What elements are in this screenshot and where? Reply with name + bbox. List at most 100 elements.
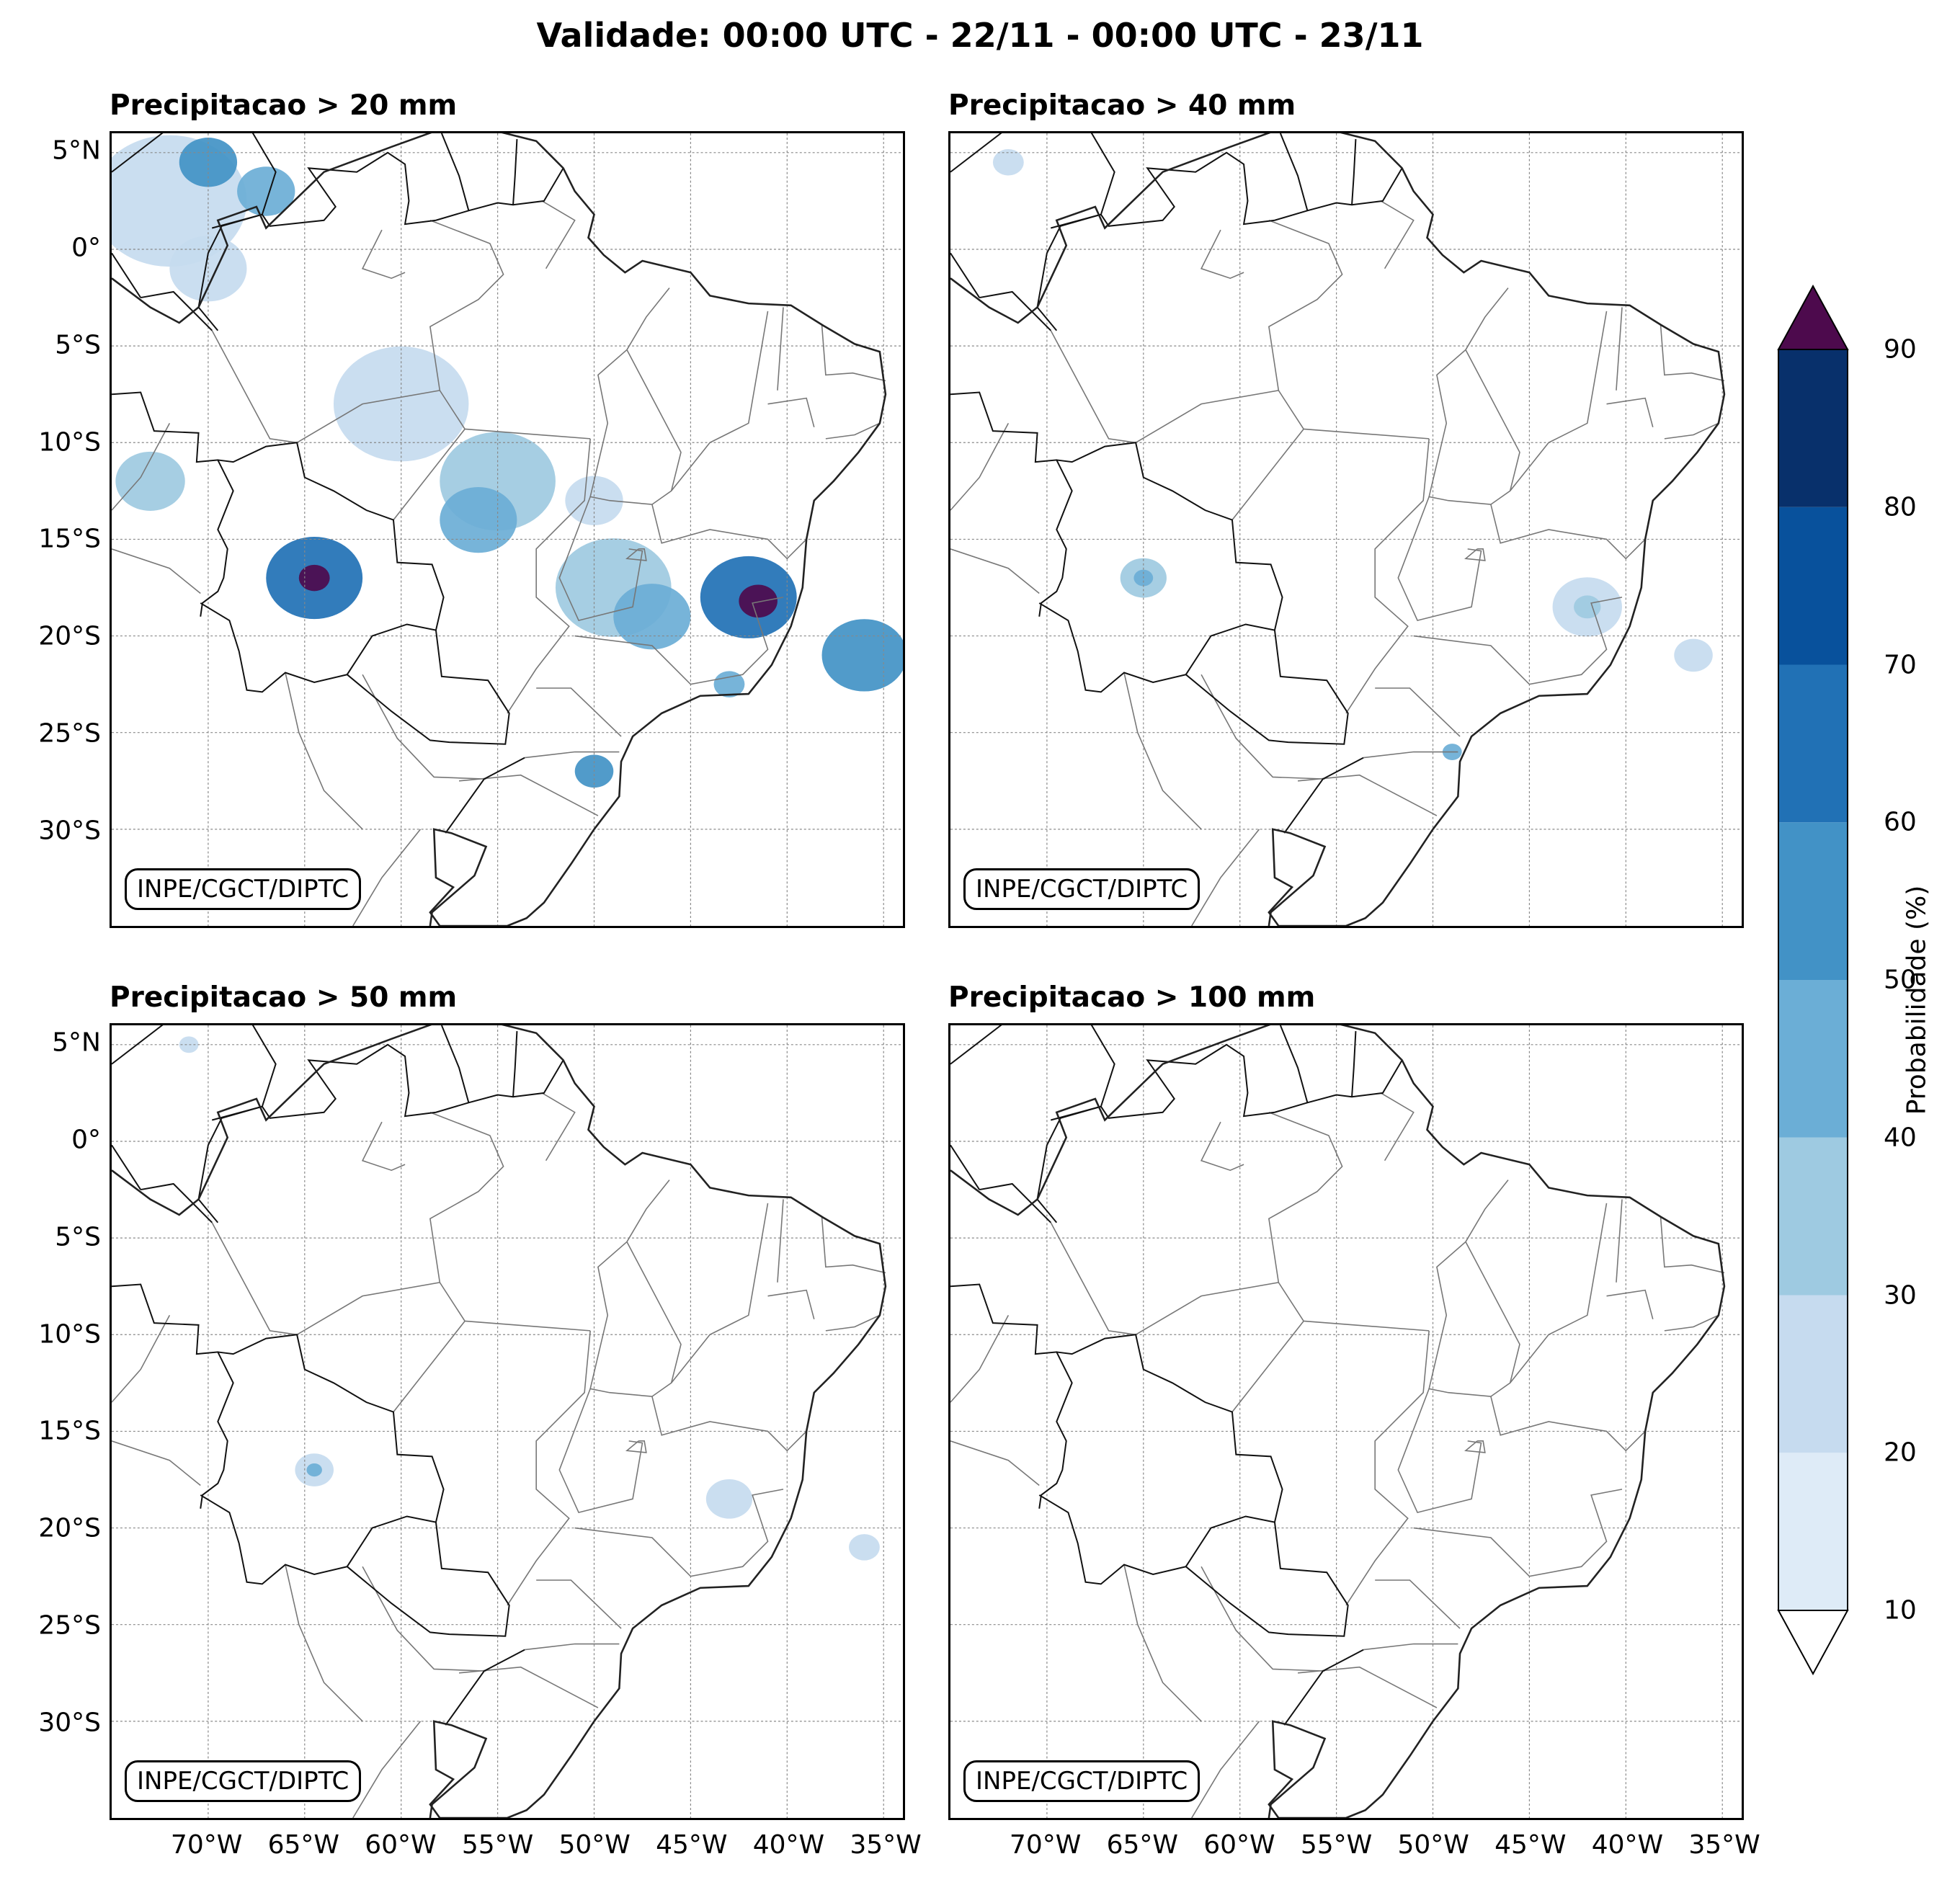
state-border: [1191, 1721, 1260, 1818]
state-border: [541, 200, 576, 269]
state-border: [1428, 1241, 1520, 1397]
longitude-label: 35°W: [850, 1830, 922, 1860]
coastline: [950, 1025, 1726, 1818]
state-border: [821, 1216, 886, 1274]
state-border: [1490, 1396, 1646, 1452]
latitude-label: 10°S: [38, 1319, 101, 1350]
longitude-label: 50°W: [558, 1830, 631, 1860]
latitude-label: 30°S: [38, 816, 101, 846]
state-border: [1380, 1092, 1415, 1162]
state-border: [429, 219, 504, 391]
country-border: [112, 252, 142, 298]
state-border: [1510, 311, 1608, 491]
state-border: [352, 1721, 422, 1818]
coastline: [112, 133, 887, 926]
latitude-label: 20°S: [38, 621, 101, 651]
country-border: [200, 442, 445, 693]
longitude-label: 40°W: [1591, 1830, 1664, 1860]
latitude-label: 0°: [71, 1125, 101, 1155]
country-border: [1050, 1025, 1115, 1121]
state-border: [362, 1566, 486, 1672]
colorbar-under-triangle: [1777, 1610, 1849, 1675]
panel-title-40mm: Precipitacao > 40 mm: [948, 89, 1296, 122]
country-border: [1283, 757, 1364, 834]
colorbar-tick-label: 20: [1884, 1437, 1917, 1468]
probability-area: [1574, 595, 1601, 619]
colorbar-segment: [1778, 1453, 1848, 1610]
colorbar-tick-label: 60: [1884, 807, 1917, 837]
probability-area: [849, 1534, 880, 1561]
country-border: [979, 1182, 1051, 1223]
state-border: [362, 674, 486, 780]
colorbar-segment: [1778, 1295, 1848, 1453]
country-border: [950, 252, 981, 298]
state-border: [950, 548, 1040, 594]
probability-area: [179, 1036, 199, 1053]
state-border: [1428, 349, 1520, 505]
colorbar-tick-label: 70: [1884, 650, 1917, 679]
state-border: [1200, 229, 1244, 280]
probability-area: [179, 138, 238, 187]
state-border: [1397, 496, 1482, 622]
colorbar-segment: [1778, 980, 1848, 1138]
longitude-label: 55°W: [461, 1830, 534, 1860]
probability-area: [115, 451, 185, 511]
map-panel-40mm: INPE/CGCT/DIPTC: [948, 131, 1744, 928]
country-border: [512, 1031, 518, 1097]
country-border: [1038, 1334, 1283, 1585]
state-border: [825, 422, 881, 440]
colorbar-segment: [1778, 822, 1848, 980]
probability-area: [613, 584, 691, 650]
state-border: [671, 311, 769, 491]
latitude-label: 5°N: [52, 1027, 101, 1058]
state-border: [507, 1330, 591, 1606]
country-border: [200, 1334, 445, 1585]
state-border: [777, 307, 784, 391]
state-border: [1380, 200, 1415, 269]
longitude-label: 60°W: [1203, 1830, 1275, 1860]
state-border: [393, 1320, 466, 1413]
country-border: [979, 290, 1051, 331]
longitude-label: 55°W: [1300, 1830, 1373, 1860]
longitude-label: 45°W: [1494, 1830, 1567, 1860]
colorbar-over-triangle: [1777, 285, 1849, 350]
coastline: [950, 133, 1726, 926]
latitude-label: 5°S: [55, 330, 101, 360]
probability-area: [992, 149, 1024, 176]
probability-area: [705, 1479, 753, 1519]
state-border: [1464, 548, 1486, 561]
state-border: [112, 1315, 171, 1403]
state-border: [1345, 438, 1430, 714]
panel-title-20mm: Precipitacao > 20 mm: [110, 89, 458, 122]
state-border: [626, 1180, 670, 1242]
state-border: [536, 1579, 622, 1629]
state-border: [429, 1111, 504, 1283]
state-border: [1268, 1111, 1343, 1283]
state-border: [1397, 1388, 1482, 1514]
colorbar: [1777, 285, 1849, 1675]
panel-title-50mm: Precipitacao > 50 mm: [110, 981, 458, 1014]
state-border: [361, 1121, 406, 1172]
state-border: [1363, 1643, 1458, 1651]
map-canvas: [950, 133, 1742, 926]
state-border: [1660, 324, 1725, 382]
state-border: [458, 1666, 599, 1708]
state-border: [950, 1315, 1010, 1403]
longitude-label: 65°W: [267, 1830, 339, 1860]
state-border: [1231, 428, 1304, 521]
state-border: [112, 1440, 201, 1486]
country-border: [1036, 1043, 1403, 1223]
state-border: [1200, 1121, 1244, 1172]
country-border: [1050, 133, 1115, 229]
state-border: [558, 1388, 643, 1514]
state-border: [825, 1314, 881, 1332]
colorbar-segment: [1778, 664, 1848, 823]
longitude-label: 45°W: [656, 1830, 728, 1860]
state-border: [1660, 1216, 1725, 1274]
country-border: [112, 1283, 234, 1509]
state-border: [1200, 674, 1325, 780]
probability-area: [821, 619, 903, 692]
state-border: [1465, 287, 1509, 350]
country-border: [440, 1025, 470, 1103]
state-border: [574, 597, 784, 685]
